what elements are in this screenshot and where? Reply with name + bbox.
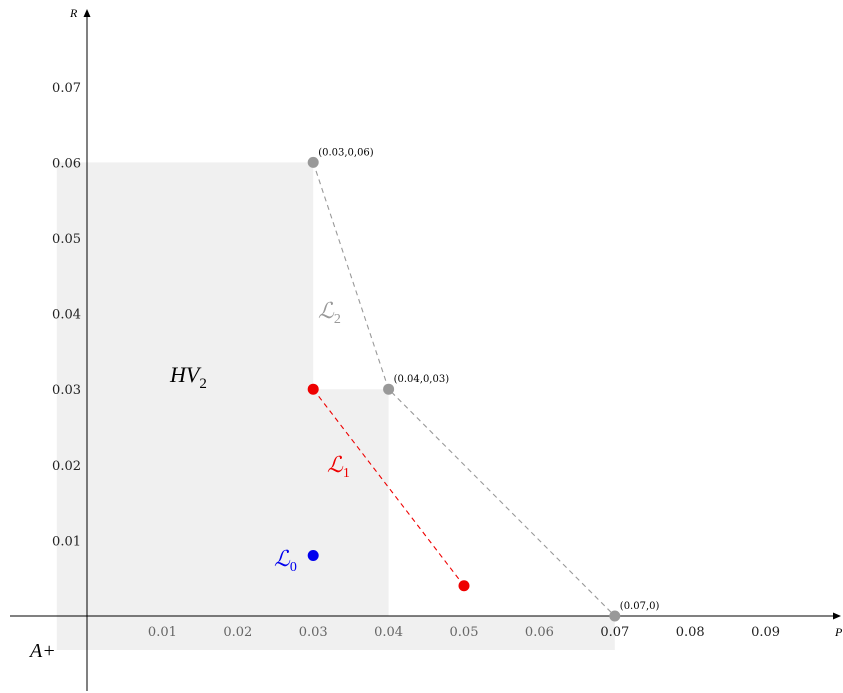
x-tick-label: 0.06 [525,625,554,640]
tick-labels: 0.01 0.02 0.03 0.04 0.05 0.06 0.07 0.08 0.09 0.01… [52,81,780,640]
y-tick-label: 0.01 [52,534,81,549]
hv-region-area [56,162,615,651]
x-tick-label: 0.09 [751,625,780,640]
series-name-label: ℒ0 [274,546,297,575]
data-point [383,383,395,395]
x-tick-label: 0.05 [450,625,479,640]
point-coordinate-label: (0.07,0) [620,601,660,612]
data-point [307,383,319,395]
y-tick-label: 0.04 [52,308,81,323]
series-name-label: ℒ2 [318,298,341,327]
y-tick-label: 0.05 [52,232,81,247]
annotations: ℒ0 ℒ1 ℒ2 HV2 A+ [28,298,350,662]
series [307,156,621,622]
y-axis-label: R [69,6,78,20]
y-tick-label: 0.06 [52,156,81,171]
y-tick-label: 0.07 [52,81,81,96]
series-line [312,162,616,617]
data-point [609,610,621,622]
hv-region-label: HV2 [169,362,207,392]
hypervolume-region [56,162,615,651]
x-tick-label: 0.03 [299,625,328,640]
x-axis-label: P [834,625,843,639]
x-tick-label: 0.08 [676,625,705,640]
data-point [307,156,319,168]
series-name-label: ℒ1 [327,452,350,481]
point-coordinate-label: (0.04,0,03) [394,374,450,385]
y-axis-arrow [83,9,91,17]
x-tick-label: 0.07 [600,625,629,640]
point-coordinate-label: (0.03,0,06) [318,147,374,158]
a-plus-label: A+ [28,640,56,662]
y-tick-label: 0.02 [52,459,81,474]
point-labels: (0.03,0,06) (0.04,0,03) (0.07,0) [318,147,659,612]
x-tick-label: 0.01 [148,625,177,640]
x-tick-label: 0.04 [374,625,403,640]
x-axis-arrow [833,612,841,620]
data-point [458,580,470,592]
data-point [307,550,319,562]
y-tick-label: 0.03 [52,383,81,398]
axes: R P [10,6,843,691]
x-tick-label: 0.02 [223,625,252,640]
